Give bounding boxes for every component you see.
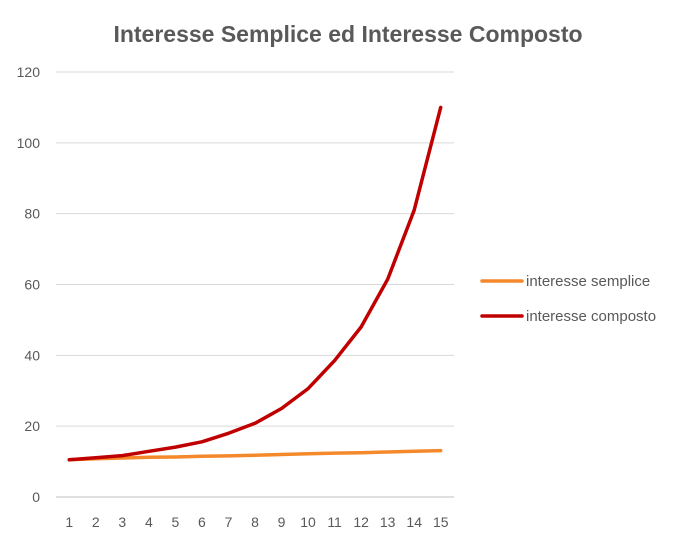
x-axis-ticks: 1 2 3 4 5 6 7 8 9 10 11 12 13 14 15 bbox=[65, 514, 448, 530]
x-tick-label: 15 bbox=[433, 514, 449, 530]
y-axis-ticks: 0 20 40 60 80 100 120 bbox=[17, 64, 41, 505]
x-tick-label: 14 bbox=[406, 514, 422, 530]
x-tick-label: 13 bbox=[380, 514, 396, 530]
legend-label: interesse composto bbox=[526, 308, 656, 325]
y-tick-label: 40 bbox=[24, 347, 40, 363]
y-tick-label: 80 bbox=[24, 206, 40, 222]
y-tick-label: 20 bbox=[24, 418, 40, 434]
x-tick-label: 4 bbox=[145, 514, 153, 530]
x-tick-label: 9 bbox=[278, 514, 286, 530]
y-tick-label: 0 bbox=[32, 489, 40, 505]
y-tick-label: 120 bbox=[17, 64, 41, 80]
gridlines bbox=[56, 71, 454, 498]
x-tick-label: 5 bbox=[172, 514, 180, 530]
x-tick-label: 10 bbox=[300, 514, 316, 530]
chart-title: Interesse Semplice ed Interesse Composto bbox=[113, 21, 582, 47]
x-tick-label: 3 bbox=[118, 514, 126, 530]
series-line-interesse-composto bbox=[67, 105, 443, 462]
x-tick-label: 8 bbox=[251, 514, 259, 530]
x-tick-label: 11 bbox=[327, 514, 342, 530]
legend-label: interesse semplice bbox=[526, 273, 650, 290]
x-tick-label: 6 bbox=[198, 514, 206, 530]
x-tick-label: 2 bbox=[92, 514, 100, 530]
y-tick-label: 100 bbox=[17, 135, 41, 151]
legend: interesse semplice interesse composto bbox=[480, 273, 656, 325]
x-tick-label: 1 bbox=[65, 514, 73, 530]
x-tick-label: 7 bbox=[225, 514, 233, 530]
series-lines bbox=[67, 105, 443, 462]
x-tick-label: 12 bbox=[353, 514, 369, 530]
y-tick-label: 60 bbox=[24, 277, 40, 293]
